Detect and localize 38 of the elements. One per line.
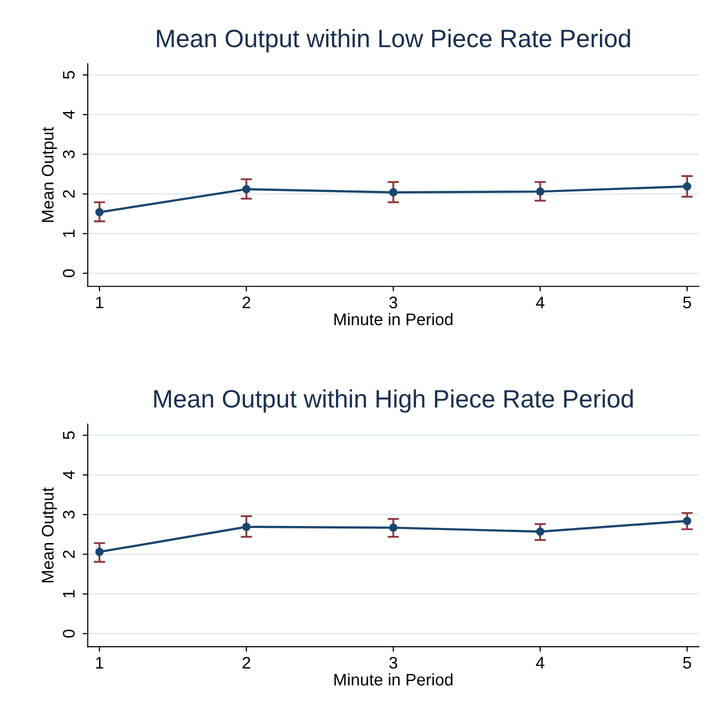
x-tick-label: 1 (96, 296, 104, 308)
x-axis-title: Minute in Period (334, 673, 452, 686)
point (242, 522, 251, 532)
x-tick-label: 2 (242, 656, 250, 668)
chart-title: Mean Output within Low Piece Rate Period (157, 29, 630, 52)
y-tick-label: 3 (62, 150, 75, 158)
y-tick-label: 0 (62, 269, 75, 278)
y-tick-label: 5 (63, 431, 75, 440)
y-tick-label: 3 (62, 510, 75, 519)
y-tick-label: 1 (63, 230, 75, 237)
point (389, 188, 398, 197)
y-axis-title: Mean Output (42, 487, 57, 582)
x-tick-label: 4 (536, 296, 544, 308)
chart-title: Mean Output within High Piece Rate Period (154, 389, 633, 413)
y-tick-label: 2 (62, 190, 75, 198)
point (682, 516, 692, 526)
x-tick-label: 5 (683, 657, 692, 669)
point (95, 548, 104, 556)
point (536, 187, 544, 196)
x-tick-label: 3 (389, 656, 398, 669)
x-tick-label: 4 (536, 657, 544, 668)
y-tick-label: 5 (63, 70, 75, 79)
point (95, 208, 104, 216)
y-tick-label: 4 (63, 110, 75, 119)
x-tick-label: 2 (242, 296, 250, 308)
y-tick-label: 1 (63, 590, 75, 598)
x-tick-label: 3 (389, 296, 398, 308)
point (536, 527, 544, 536)
x-tick-label: 5 (683, 296, 692, 308)
y-tick-label: 4 (63, 470, 75, 480)
point (682, 182, 692, 191)
y-axis-title: Mean Output (42, 127, 57, 222)
point (389, 524, 398, 532)
x-tick-label: 1 (96, 657, 104, 668)
y-tick-label: 0 (62, 630, 75, 638)
x-axis-title: Minute in Period (334, 313, 452, 326)
point (242, 185, 251, 194)
y-tick-label: 2 (62, 550, 75, 558)
